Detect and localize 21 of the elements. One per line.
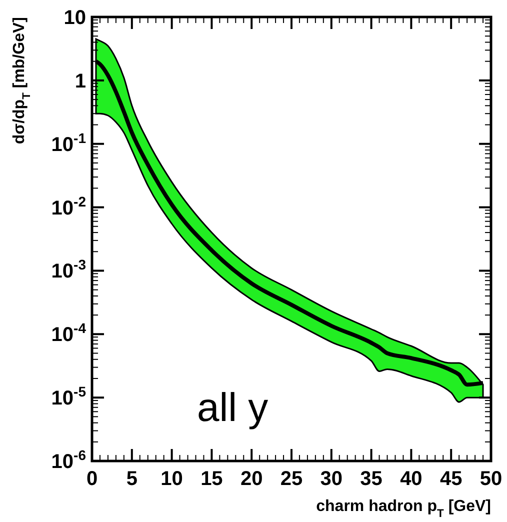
x-axis-title: charm hadron p$_{T}$ [GeV] [316,498,491,520]
y-tick-label: 10$^{-2}$ [51,193,86,220]
x-tick-label: 30 [320,468,343,490]
x-tick-label: 25 [280,468,303,490]
x-tick-label: 10 [160,468,183,490]
y-tick-label: 10$^{-3}$ [51,256,86,283]
x-tick-label: 5 [126,468,138,490]
y-tick-label: 1 [74,70,86,92]
x-tick-label: 20 [240,468,263,490]
y-tick-label: 10$^{-5}$ [51,384,86,410]
x-tick-label: 35 [360,468,382,490]
x-tick-label: 45 [440,468,462,490]
y-tick-label: 10$^{-6}$ [51,447,86,473]
annotation: all y [197,386,268,430]
y-tick-label: 10 [64,7,86,29]
x-tick-label: 50 [480,468,502,490]
x-tick-label: 40 [400,468,422,490]
x-tick-label: 15 [200,468,223,490]
y-tick-label: 10$^{-1}$ [51,130,86,156]
y-tick-label: 10$^{-4}$ [51,320,86,346]
x-tick-label: 0 [86,468,98,490]
